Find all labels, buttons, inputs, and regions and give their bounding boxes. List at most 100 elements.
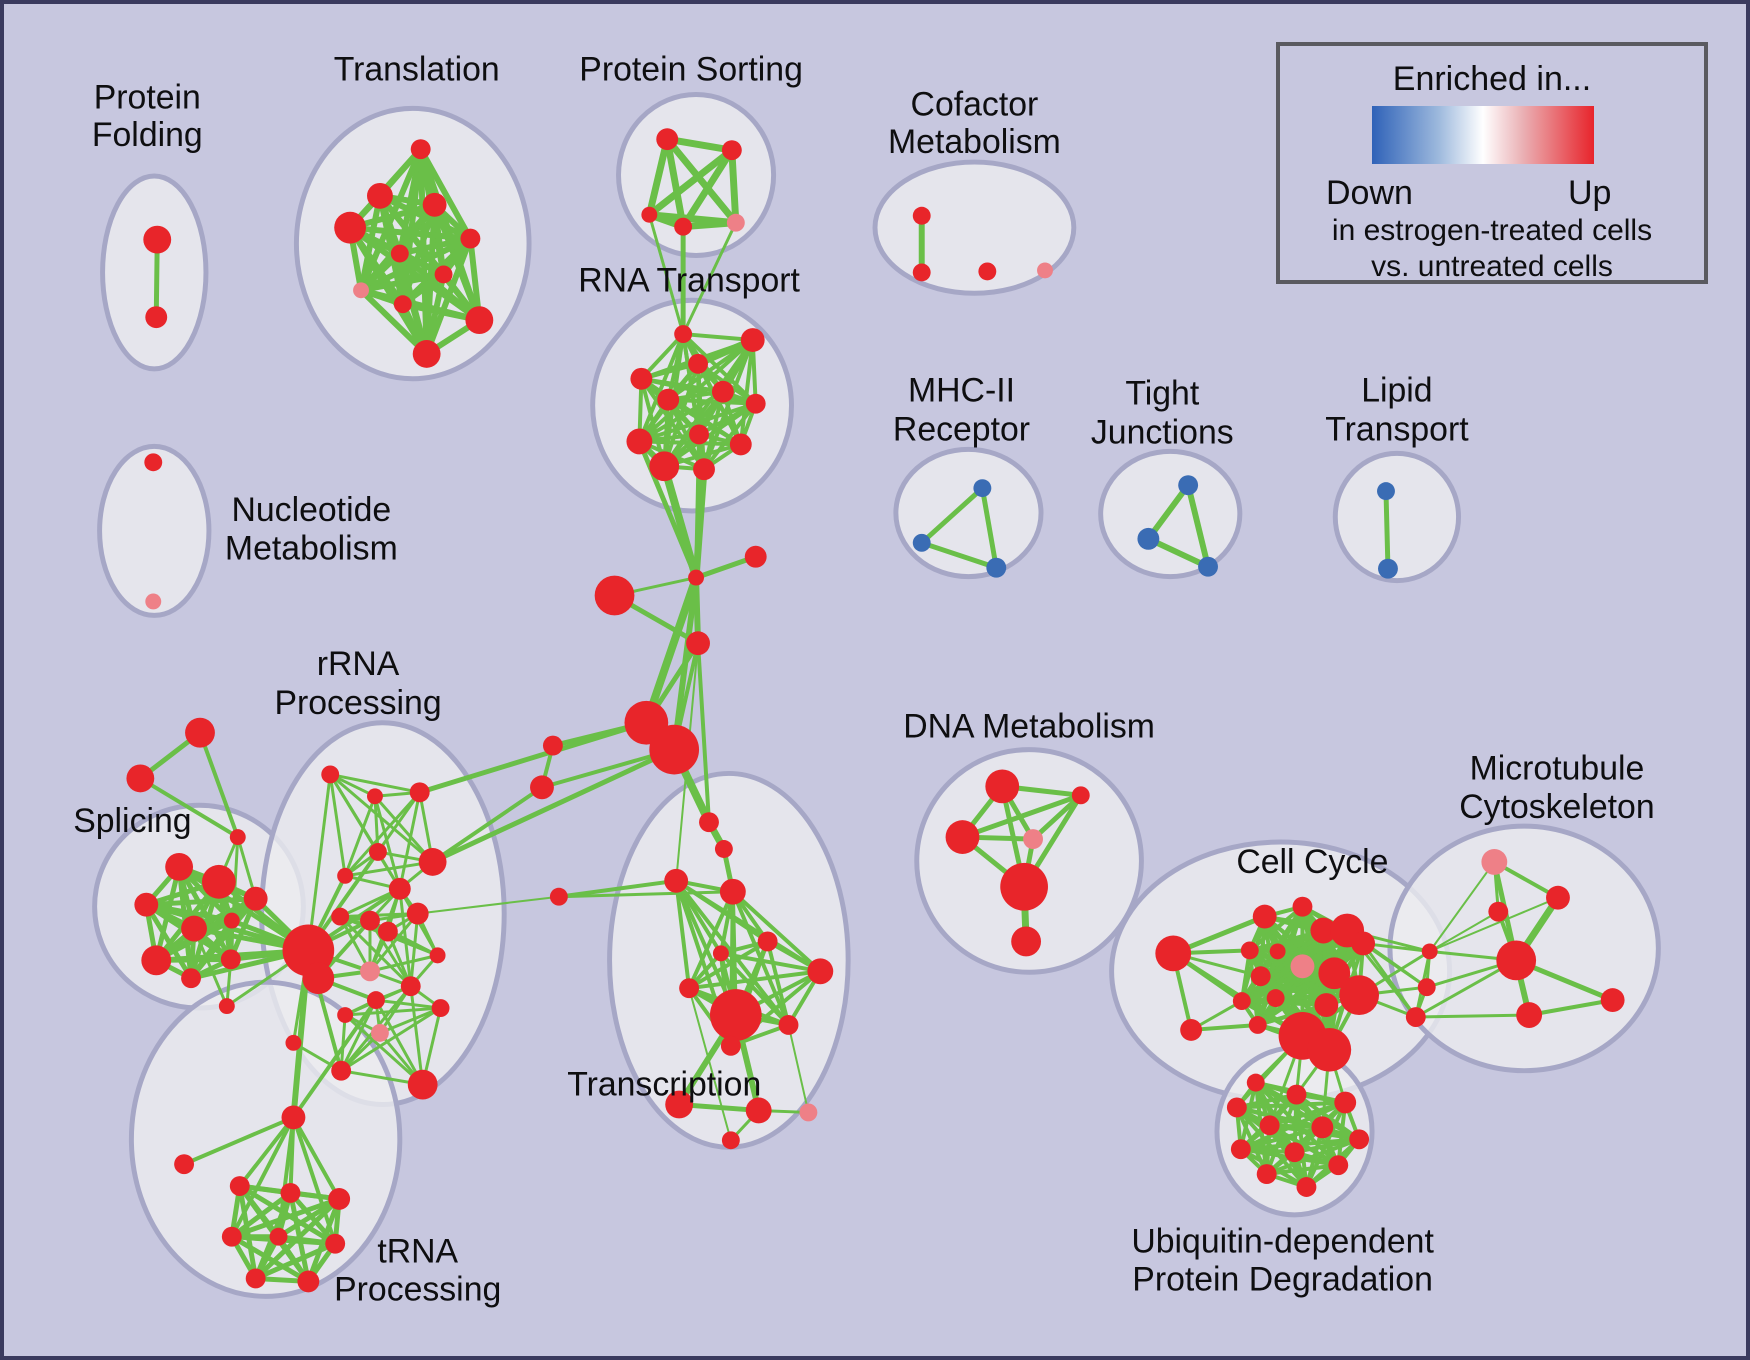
network-edge (198, 730, 240, 840)
gene-set-node (657, 388, 680, 411)
cluster-ellipse-protein-folding (100, 173, 209, 372)
network-edge (1414, 1013, 1531, 1019)
network-edge (373, 794, 380, 854)
gene-set-node (699, 812, 719, 833)
network-edge (430, 785, 544, 864)
network-edge (642, 573, 701, 727)
gene-set-node (1377, 482, 1395, 501)
network-edge (416, 895, 560, 915)
cluster-label-dna-metabolism: DNA Metabolism (903, 708, 1155, 746)
gene-set-node (641, 206, 658, 223)
gene-set-node (1310, 917, 1337, 944)
gene-set-node (460, 228, 481, 249)
network-edge (338, 912, 420, 919)
gene-set-node (649, 724, 700, 775)
cluster-label-translation: Translation (334, 51, 500, 89)
gene-set-node (360, 961, 380, 982)
gene-set-node (693, 458, 715, 481)
legend: Enriched in... Down Up in estrogen-treat… (1276, 42, 1708, 284)
network-edge (276, 1196, 342, 1240)
gene-set-node (986, 557, 1007, 578)
network-edge (306, 772, 332, 952)
gene-set-node (1290, 954, 1315, 979)
gene-set-node (174, 1154, 195, 1175)
network-edge (1145, 535, 1212, 570)
gene-set-node (665, 1090, 694, 1119)
network-edge (663, 135, 687, 231)
gene-set-node (674, 217, 693, 236)
gene-set-node (229, 829, 246, 846)
gene-set-node (664, 868, 689, 893)
gene-set-node (1226, 1097, 1247, 1118)
network-edge (687, 969, 823, 991)
network-edge (639, 376, 706, 472)
network-edge (1428, 910, 1500, 953)
network-edge (681, 221, 738, 336)
gene-set-node (688, 353, 708, 374)
gene-set-node (321, 765, 340, 784)
network-edge (398, 790, 422, 891)
gene-set-node (1284, 1142, 1305, 1163)
gene-set-node (331, 907, 350, 926)
legend-caption-line2: vs. untreated cells (1371, 250, 1613, 283)
network-edge (182, 1115, 296, 1167)
gene-set-node (126, 764, 155, 793)
gene-set-node (1011, 926, 1042, 957)
gene-set-node (1266, 989, 1285, 1008)
network-edge (645, 146, 736, 219)
gene-set-node (334, 211, 367, 244)
network-edge (229, 1190, 293, 1240)
gene-set-node (388, 877, 411, 900)
network-edge (674, 878, 692, 991)
gene-set-node (721, 140, 742, 161)
network-edge (431, 201, 483, 324)
network-edge (1185, 482, 1212, 570)
gene-set-node (720, 1035, 741, 1056)
network-edge (409, 912, 420, 988)
network-edge (368, 953, 440, 973)
gene-set-node (1248, 1016, 1267, 1034)
gene-set-node (1417, 978, 1436, 997)
gene-set-node (141, 945, 172, 976)
network-edge (728, 146, 740, 227)
network-edge (339, 1006, 443, 1073)
network-edge (343, 860, 435, 878)
cluster-label-trna-processing: Processing (334, 1270, 501, 1308)
gene-set-node (1339, 975, 1380, 1016)
network-edge (696, 641, 711, 825)
gene-set-node (745, 1097, 772, 1124)
gene-set-node (712, 945, 729, 962)
network-edge (1189, 1022, 1260, 1032)
network-edge (919, 485, 985, 546)
cluster-label-ubiquitin-degradation: Ubiquitin-dependent (1131, 1223, 1434, 1261)
network-edge (645, 135, 671, 219)
network-edge (343, 1006, 443, 1017)
cluster-label-rrna-processing: Processing (274, 684, 441, 722)
node-layer (126, 128, 1625, 1293)
gene-set-node (1256, 1164, 1277, 1185)
network-edge (1030, 792, 1084, 842)
network-edge (291, 1115, 342, 1201)
network-edge (1428, 860, 1496, 953)
network-edge (557, 890, 735, 899)
gene-set-node (134, 892, 159, 917)
network-edge (1361, 941, 1429, 989)
network-edge (662, 401, 758, 469)
gene-set-node (711, 380, 734, 403)
network-edge (368, 912, 420, 973)
gene-set-node (1259, 1115, 1280, 1136)
gene-set-node (656, 128, 679, 151)
network-edge (1428, 896, 1559, 953)
network-edge (738, 338, 755, 447)
gene-set-node (337, 1007, 354, 1023)
gene-set-node (1405, 1007, 1426, 1027)
gene-set-node (1378, 558, 1398, 579)
network-edge (143, 896, 259, 908)
network-edge (637, 389, 725, 444)
cluster-label-nucleotide-metabolism: Nucleotide (231, 491, 391, 529)
gene-set-node (368, 843, 387, 861)
gene-set-node (679, 978, 700, 999)
network-edge (1264, 1163, 1341, 1177)
gene-set-node (1246, 1073, 1265, 1092)
